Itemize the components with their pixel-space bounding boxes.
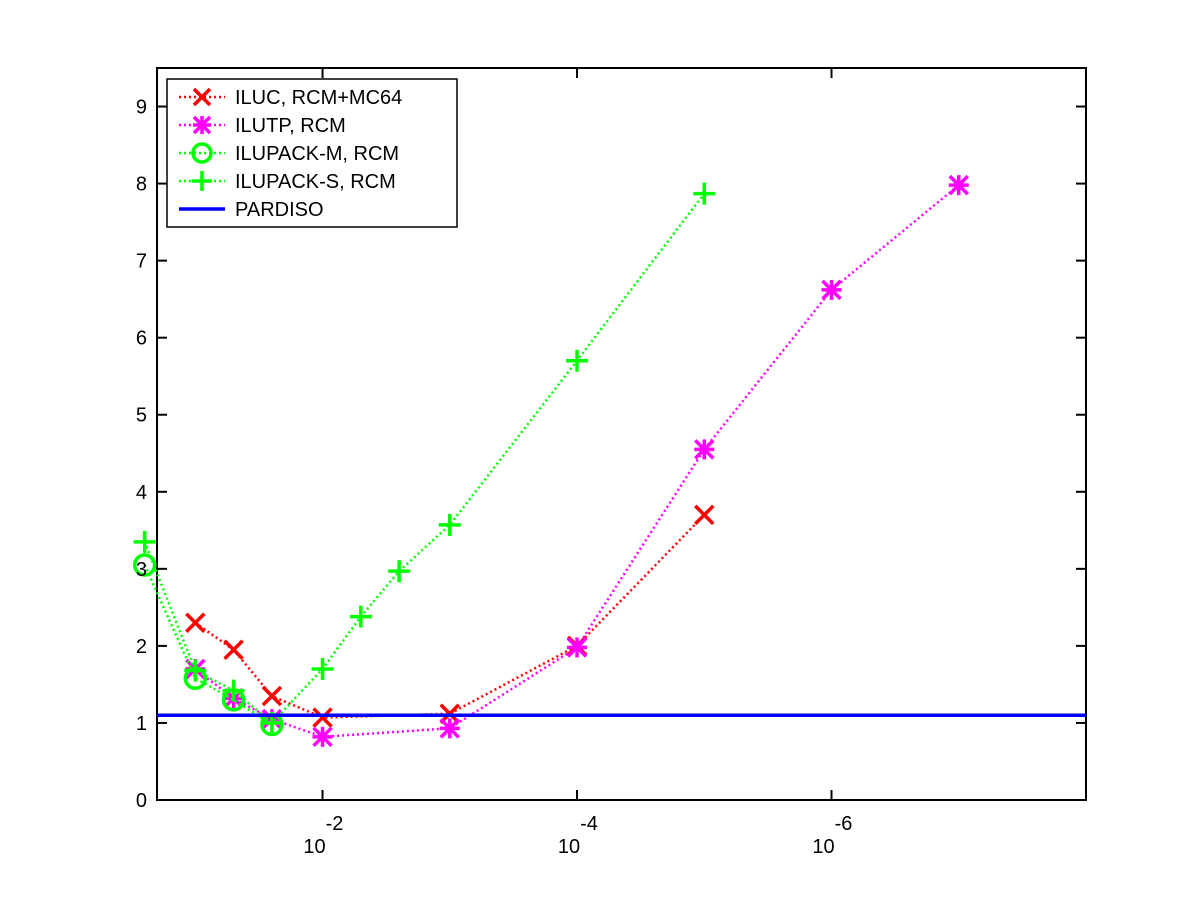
y-tick-label: 2 [136,636,147,658]
x-tick-label-exponent: -4 [580,813,598,835]
circle-marker [191,142,213,164]
series-ilutp-rcm [185,174,969,748]
x-tick-label-exponent: -2 [326,813,344,835]
x-marker [312,707,333,728]
y-tick-label: 8 [136,174,147,196]
series-layer [132,174,1086,748]
series-line [143,564,273,726]
y-tick-label: 5 [136,405,147,427]
plot-frame [156,67,1087,801]
x-tick-label-base: 10 [558,836,580,858]
legend-label: ILUPACK-M, RCM [235,143,399,165]
star-marker [566,637,588,658]
star-marker [948,174,969,196]
y-tick-label: 3 [136,559,147,581]
x-tick-label-base: 10 [303,836,325,858]
legend-entry: ILUC, RCM+MC64 [179,87,402,109]
plus-marker [192,171,212,191]
y-tick-label: 0 [136,790,147,812]
plus-marker [222,679,245,702]
x-tick-label-base: 10 [812,836,834,858]
star-marker [821,279,842,301]
x-marker [694,504,715,526]
plus-marker [388,560,411,583]
legend-entry: ILUPACK-M, RCM [179,142,399,165]
plus-marker [693,182,716,205]
x-marker [261,685,283,707]
legend-label: ILUTP, RCM [235,115,346,137]
x-marker [185,612,206,634]
x-marker [223,639,244,660]
plus-marker [566,349,589,372]
axes [156,67,1087,801]
plus-marker [438,513,461,536]
legend-entry: ILUTP, RCM [179,115,346,137]
plus-marker [349,605,372,628]
series-line [194,184,960,739]
x-tick-label-exponent: -6 [835,813,853,835]
y-tick-label: 6 [136,328,147,350]
plus-marker [133,530,156,553]
plus-marker [311,658,334,681]
series-ilupack-s-rcm [133,182,716,734]
legend-label: ILUC, RCM+MC64 [235,87,402,109]
legend-label: PARDISO [235,199,324,221]
legend-label: ILUPACK-S, RCM [235,171,396,193]
x-marker [192,87,212,107]
legend-entry: ILUPACK-S, RCM [179,171,396,193]
series-iluc-rcm-mc64 [185,504,715,728]
tick-marks [157,68,1086,801]
star-marker [312,726,333,748]
series-line [194,514,706,719]
star-marker [694,439,715,460]
y-tick-label: 7 [136,251,147,273]
y-tick-label: 1 [136,713,147,735]
legend: ILUC, RCM+MC64 ILUTP, RCM ILUPACK-M, RCM IL… [166,78,458,228]
star-marker [439,718,461,739]
plus-marker [184,659,207,682]
y-tick-label: 9 [136,97,147,119]
y-tick-label: 4 [136,482,147,504]
star-marker [192,115,212,135]
legend-entry: PARDISO [179,199,324,221]
